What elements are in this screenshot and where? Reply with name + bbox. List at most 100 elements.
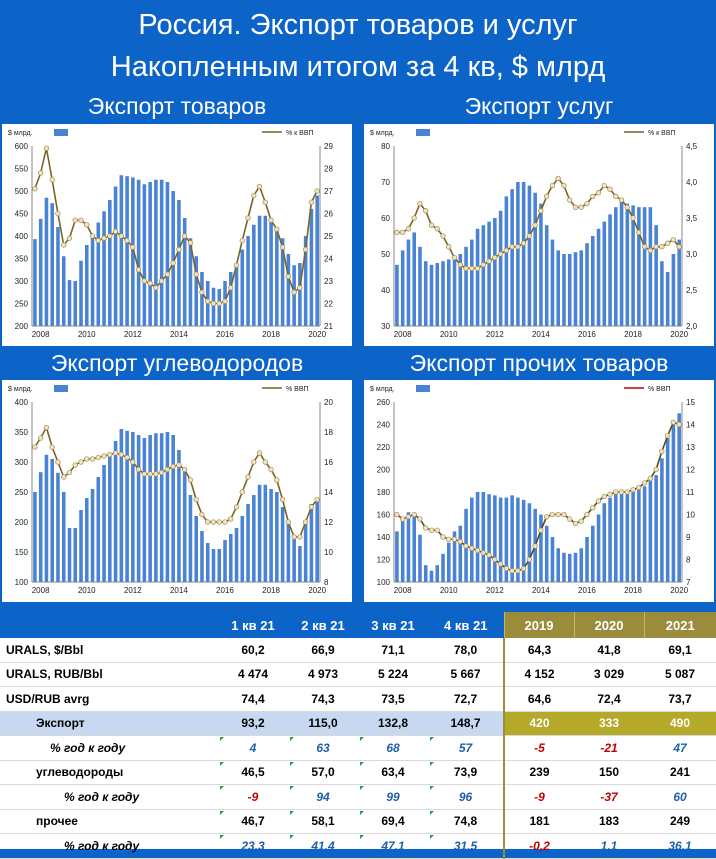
x-tick-label: 2012	[124, 586, 142, 595]
line-point	[543, 514, 550, 520]
line-point	[95, 454, 101, 461]
bar	[665, 272, 670, 326]
line-point	[262, 199, 268, 205]
x-tick-label: 2016	[216, 330, 234, 339]
table-row: USD/RUB avrg 74,4 74,3 73,5 72,7 64,6 72,4 73,7	[0, 686, 716, 712]
table-cell: 74,3	[288, 686, 358, 712]
line-point	[84, 222, 90, 228]
bar	[280, 507, 285, 582]
bar	[200, 531, 204, 582]
table-cell: 46,7	[218, 809, 288, 834]
line-point	[256, 450, 263, 456]
y-tick-label: 50	[381, 250, 390, 259]
table-cell: 64,6	[503, 686, 574, 712]
table-cell: 69,1	[644, 638, 716, 663]
line-point	[308, 504, 315, 510]
table-cell: 73,9	[428, 760, 504, 785]
bar	[228, 272, 233, 326]
bar	[113, 186, 118, 326]
x-tick-label: 2010	[440, 586, 458, 595]
bar	[61, 492, 66, 582]
y2-tick-label: 27	[324, 187, 333, 196]
bar	[550, 239, 555, 326]
y-tick-label: 250	[15, 300, 29, 309]
legend-bar-swatch	[416, 129, 430, 136]
line-point	[233, 262, 240, 268]
line-point	[210, 300, 217, 307]
line-point	[618, 197, 625, 203]
y-tick-label: 300	[15, 458, 29, 467]
y-tick-label: 400	[15, 398, 29, 407]
table-row: прочее 46,7 58,1 69,4 74,8 181 183 249	[0, 809, 716, 834]
line-point	[647, 247, 653, 254]
line-point	[613, 193, 619, 200]
line-point	[124, 237, 130, 244]
y2-tick-label: 2,5	[686, 286, 698, 295]
line-point	[302, 246, 309, 253]
line-point	[107, 233, 113, 239]
line-point	[428, 527, 435, 533]
row-label: % год к году	[0, 784, 218, 810]
line-point	[147, 471, 153, 477]
bar	[269, 489, 273, 582]
table-cell: 74,8	[428, 809, 504, 834]
bar	[631, 205, 635, 326]
bar	[136, 435, 141, 582]
line-point	[618, 489, 625, 495]
line-point	[112, 450, 119, 456]
bar	[171, 435, 175, 582]
bar	[33, 239, 37, 326]
bar	[556, 250, 560, 326]
bar	[602, 221, 607, 326]
bar	[298, 546, 302, 582]
bar	[217, 289, 222, 326]
line-point	[572, 204, 579, 210]
table-cell: 96	[428, 784, 504, 810]
table-cell: 64,3	[503, 638, 574, 663]
x-tick-label: 2016	[578, 586, 596, 595]
bar	[252, 495, 256, 582]
y-tick-label: 80	[381, 142, 390, 151]
line-series	[396, 177, 680, 270]
bar	[240, 516, 245, 582]
table-cell: 66,9	[288, 638, 358, 663]
line-point	[578, 204, 584, 210]
bar	[412, 514, 416, 582]
bar	[527, 185, 532, 326]
bar	[556, 548, 560, 582]
line-point	[61, 242, 67, 248]
bar	[79, 510, 83, 582]
line-point	[55, 459, 61, 465]
line-point	[314, 496, 320, 503]
bar	[131, 177, 135, 326]
table-cell: 47,1	[358, 833, 428, 859]
line-point	[549, 182, 556, 189]
x-tick-label: 2012	[486, 586, 504, 595]
y-tick-label: 450	[15, 210, 29, 219]
legend-bar-label: $ млрд.	[370, 386, 395, 393]
x-tick-label: 2010	[78, 586, 96, 595]
table-cell: 72,4	[574, 686, 644, 712]
bar	[257, 484, 262, 582]
line-point	[469, 545, 475, 551]
y-tick-label: 40	[381, 286, 390, 295]
table-cell: 183	[574, 809, 644, 834]
line-point	[607, 186, 613, 192]
line-point	[153, 285, 159, 291]
table-cell: 63	[288, 735, 358, 761]
chart-hydrocarbons-svg: 100 150 200 250 300 350 400 8 10 12 14 16 18 20 2008 20…	[8, 385, 333, 595]
line-point	[451, 254, 458, 261]
x-tick-label: 2020	[670, 586, 688, 595]
y2-tick-label: 9	[686, 533, 691, 542]
line-point	[187, 477, 194, 483]
bar	[234, 528, 239, 582]
line-point	[394, 511, 400, 518]
bar	[217, 549, 222, 582]
line-point	[314, 188, 320, 194]
table-cell: 72,7	[428, 686, 504, 712]
bar	[292, 265, 296, 326]
bar	[292, 537, 296, 582]
bar	[458, 525, 463, 582]
y2-tick-label: 13	[686, 443, 695, 452]
line-point	[187, 240, 194, 246]
